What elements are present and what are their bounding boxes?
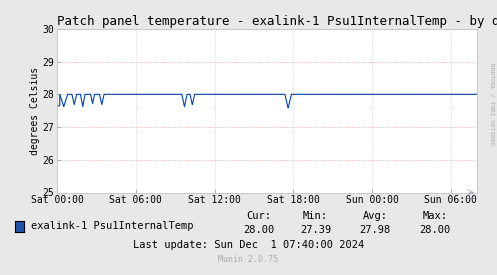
Text: Munin 2.0.75: Munin 2.0.75 bbox=[219, 255, 278, 264]
Text: Min:: Min: bbox=[303, 211, 328, 221]
Text: 28.00: 28.00 bbox=[243, 225, 274, 235]
Text: Cur:: Cur: bbox=[246, 211, 271, 221]
Y-axis label: degrees Celsius: degrees Celsius bbox=[30, 67, 40, 155]
Text: Max:: Max: bbox=[422, 211, 447, 221]
Text: 28.00: 28.00 bbox=[419, 225, 450, 235]
Text: Avg:: Avg: bbox=[363, 211, 388, 221]
Text: Last update: Sun Dec  1 07:40:00 2024: Last update: Sun Dec 1 07:40:00 2024 bbox=[133, 240, 364, 250]
Text: 27.39: 27.39 bbox=[300, 225, 331, 235]
Text: exalink-1 Psu1InternalTemp: exalink-1 Psu1InternalTemp bbox=[31, 221, 193, 231]
Text: Patch panel temperature - exalink-1 Psu1InternalTemp - by day: Patch panel temperature - exalink-1 Psu1… bbox=[57, 15, 497, 28]
Text: 27.98: 27.98 bbox=[360, 225, 391, 235]
Text: RRDTOOL / TOBI OETIKER: RRDTOOL / TOBI OETIKER bbox=[490, 63, 495, 146]
